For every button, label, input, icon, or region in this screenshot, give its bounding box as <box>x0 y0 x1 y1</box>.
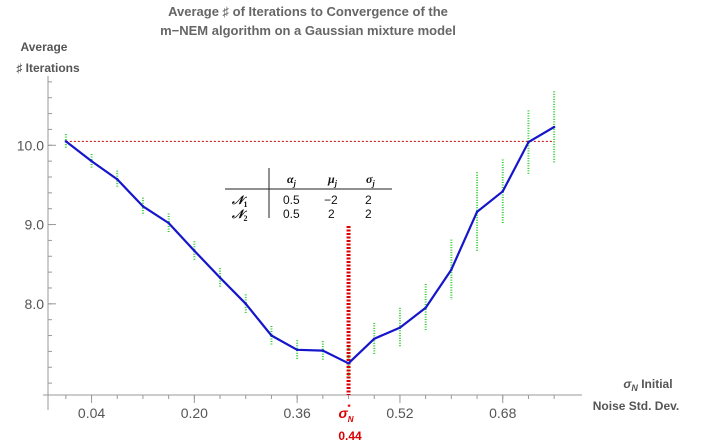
inset-row-n2-name: 𝒩2 <box>231 207 248 223</box>
data-point <box>321 349 325 352</box>
data-point <box>450 268 453 271</box>
inset-row-n1-mu: −2 <box>324 193 338 207</box>
data-point <box>373 337 376 340</box>
data-point <box>64 140 68 143</box>
data-point <box>424 306 427 309</box>
data-point <box>501 190 504 193</box>
x-tick-label: 0.04 <box>78 405 105 421</box>
y-axis-label-line-2: ♯ Iterations <box>16 61 80 75</box>
y-tick-label: 10.0 <box>17 137 44 153</box>
error-bars <box>64 91 556 380</box>
data-point <box>475 210 479 214</box>
x-tick-label: 0.68 <box>489 405 516 421</box>
x-tick-label: 0.36 <box>284 405 311 421</box>
y-tick-label: 8.0 <box>25 296 45 312</box>
series-line <box>65 126 555 365</box>
inset-row-n1-alpha: 0.5 <box>283 193 300 207</box>
inset-header-alpha: αj <box>287 172 297 188</box>
inset-row-n2-mu: 2 <box>328 207 335 221</box>
data-point <box>116 178 119 181</box>
data-point <box>552 125 556 129</box>
inset-row-n1-sigma: 2 <box>365 193 372 207</box>
data-point <box>193 249 196 252</box>
data-point <box>167 221 170 225</box>
data-point <box>295 348 299 352</box>
x-axis-label-line-1: σN Initial <box>623 377 672 393</box>
data-point <box>141 205 145 208</box>
axis-ticks: 0.04 0.20 0.36 0.52 0.688.09.010.0 <box>17 81 555 421</box>
x-axis-label-line-2: Noise Std. Dev. <box>593 399 679 413</box>
data-point <box>90 159 93 163</box>
inset-row-n2-sigma: 2 <box>365 207 372 221</box>
data-point <box>398 326 402 329</box>
data-point <box>270 334 273 337</box>
inset-row-n2-alpha: 0.5 <box>283 207 300 221</box>
inset-header-sigma: σj <box>366 172 375 188</box>
data-point <box>218 276 222 279</box>
y-axis-label-line-1: Average <box>21 40 68 54</box>
optimum-sigma-label: σN* <box>338 403 353 424</box>
data-point <box>527 140 530 144</box>
series-layer <box>64 125 556 365</box>
chart-title-line-2: m−NEM algorithm on a Gaussian mixture mo… <box>160 23 456 38</box>
data-point <box>347 362 350 365</box>
optimum-value-label: 0.44 <box>338 429 362 443</box>
x-tick-label: 0.52 <box>386 405 413 421</box>
inset-header-mu: μj <box>327 172 338 188</box>
x-tick-label: 0.20 <box>181 405 208 421</box>
y-tick-label: 9.0 <box>25 217 45 233</box>
data-point <box>244 302 247 306</box>
chart-title-line-1: Average ♯ of Iterations to Convergence o… <box>168 4 448 19</box>
inset-parameter-table: αj μj σj 𝒩1 0.5 −2 2 𝒩2 0.5 2 2 <box>225 168 392 223</box>
